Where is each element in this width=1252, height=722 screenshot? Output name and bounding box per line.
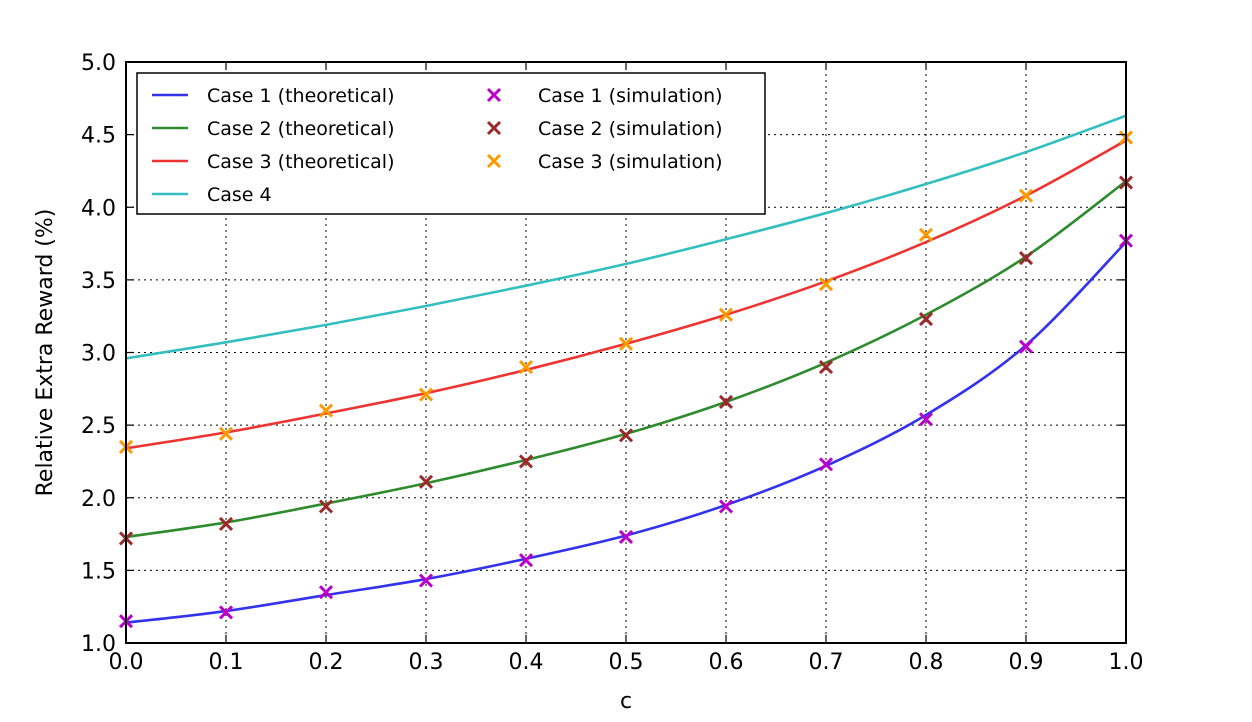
legend-swatch-case-3-simulation [486,153,502,169]
y-axis-label: Relative Extra Reward (%) [33,209,58,497]
y-tick-label: 2.5 [81,414,116,439]
y-tick-label: 3.0 [81,342,116,367]
x-tick-label: 0.7 [809,650,844,675]
series-line-case-1-theoretical [125,241,1127,624]
marker-case-3-simulation [1018,188,1034,203]
y-tick-label: 2.0 [81,487,116,512]
marker-case-1-simulation [618,529,634,545]
x-tick-label: 1.0 [1109,650,1144,675]
marker-case-2-simulation [918,312,934,327]
marker-case-1-simulation [718,499,734,514]
marker-case-2-simulation [1018,251,1034,266]
x-tick-label: 0.8 [909,650,944,675]
legend-label-case-1-theoretical: Case 1 (theoretical) [207,85,394,107]
marker-case-2-simulation [518,454,534,469]
marker-case-3-simulation [418,387,434,402]
marker-case-3-simulation [718,307,734,322]
marker-case-2-simulation [618,428,634,443]
marker-case-3-simulation [618,336,634,351]
marker-case-2-simulation [718,394,734,409]
y-tick-label: 1.5 [81,559,116,584]
legend-box [136,72,766,215]
series-line-case-4 [125,114,1127,360]
marker-case-3-simulation [918,227,934,242]
legend-label-case-1-simulation: Case 1 (simulation) [538,85,723,107]
x-tick-label: 0.2 [309,650,344,675]
legend: Case 1 (theoretical) Case 2 (theoretical)… [136,72,766,215]
y-tick-label: 4.5 [81,124,116,149]
marker-case-2-simulation [218,516,234,531]
marker-case-1-simulation [218,605,234,620]
marker-case-3-simulation [818,277,834,292]
y-tick-label: 3.5 [81,269,116,294]
marker-case-1-simulation [418,573,434,588]
x-tick-label: 0.6 [709,650,744,675]
x-tick-label: 0.5 [609,650,644,675]
marker-case-2-simulation [318,499,334,514]
legend-label-case-4: Case 4 [207,184,272,206]
legend-label-case-3-theoretical: Case 3 (theoretical) [207,151,394,173]
y-tick-label: 4.0 [81,196,116,221]
ticks: 0.0 0.1 0.2 0.3 0.4 0.5 0.6 0.7 0.8 0.9 1.0 1.0 1.5 2… [81,51,1144,675]
x-tick-label: 0.9 [1009,650,1044,675]
marker-layer [118,130,1134,629]
marker-case-2-simulation [418,474,434,489]
marker-case-2-simulation [818,359,834,375]
marker-case-1-simulation [1018,339,1034,354]
marker-case-1-simulation [818,457,834,472]
marker-case-3-simulation [218,426,234,441]
marker-case-1-simulation [318,585,334,600]
x-axis-label: c [620,689,632,714]
legend-swatch-case-1-simulation [486,87,502,103]
legend-label-case-2-simulation: Case 2 (simulation) [538,118,723,140]
legend-label-case-3-simulation: Case 3 (simulation) [538,151,723,173]
legend-swatch-case-2-simulation [486,120,502,136]
x-tick-label: 0.0 [109,650,144,675]
x-tick-label: 0.3 [409,650,444,675]
y-tick-label: 1.0 [81,632,116,657]
marker-case-3-simulation [518,359,534,375]
marker-case-1-simulation [918,412,934,427]
marker-case-1-simulation [518,553,534,568]
legend-label-case-2-theoretical: Case 2 (theoretical) [207,118,394,140]
marker-case-3-simulation [318,403,334,418]
x-tick-label: 0.1 [209,650,244,675]
y-tick-label: 5.0 [81,51,116,76]
x-tick-label: 0.4 [509,650,544,675]
